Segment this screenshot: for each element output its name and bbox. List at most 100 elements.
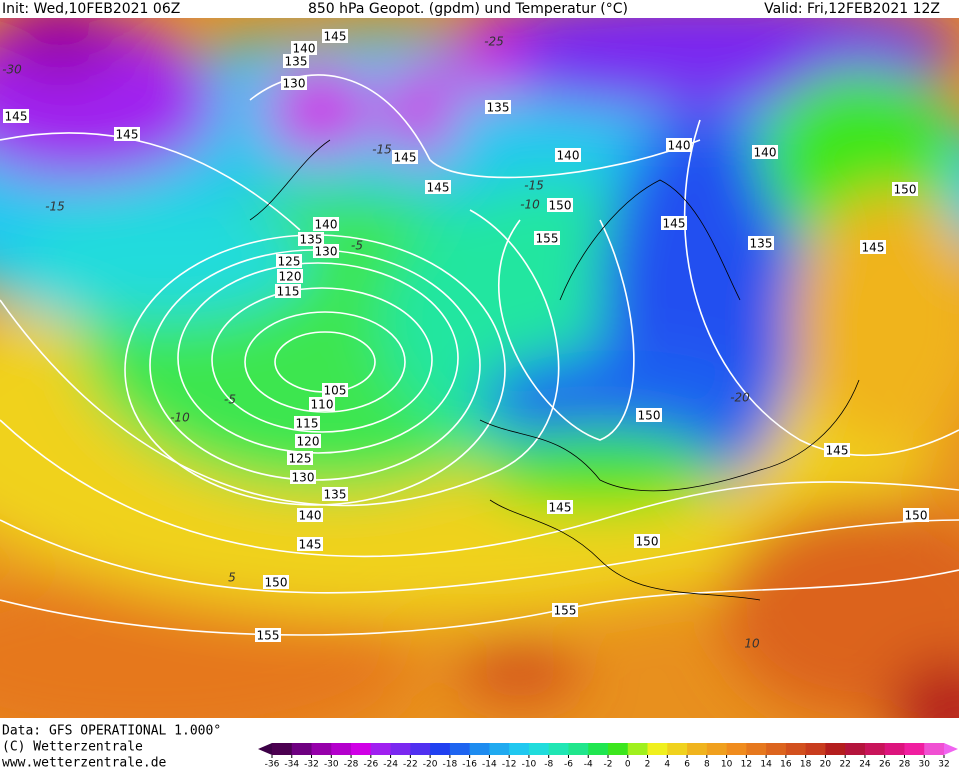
contour-label-box <box>892 182 918 196</box>
contour-label-box <box>283 54 309 68</box>
contour-label-box <box>636 408 662 422</box>
legend-label: 16 <box>780 760 792 770</box>
legend-label: 14 <box>760 760 772 770</box>
legend-label: -4 <box>584 760 593 770</box>
contour-label: 145 <box>862 241 885 255</box>
legend-label: 30 <box>919 760 931 770</box>
contour-label-box <box>322 383 348 397</box>
legend-swatch <box>351 743 372 755</box>
contour-label-box <box>322 29 348 43</box>
website: www.wetterzentrale.de <box>2 756 167 770</box>
contour-label: 145 <box>826 444 849 458</box>
contour-label-box <box>547 500 573 514</box>
contour-label: 105 <box>324 384 347 398</box>
temperature-label: 10 <box>744 637 760 651</box>
legend-label: 32 <box>938 760 949 770</box>
contour-label: 125 <box>278 255 301 269</box>
contour-label: 155 <box>257 629 280 643</box>
contour-label: 150 <box>894 183 917 197</box>
contour-label-box <box>666 138 692 152</box>
contour-label-box <box>294 416 320 430</box>
legend-label: 4 <box>664 760 670 770</box>
contour-label: 130 <box>283 77 306 91</box>
temperature-label: -5 <box>351 239 363 253</box>
legend-label: -22 <box>403 760 418 770</box>
legend-label: 0 <box>625 760 631 770</box>
legend-swatch <box>805 743 826 755</box>
legend-swatch <box>489 743 510 755</box>
legend-label: -32 <box>304 760 319 770</box>
contour-label-box <box>297 508 323 522</box>
copyright: (C) Wetterzentrale <box>2 740 143 755</box>
legend-swatch <box>291 743 313 755</box>
temperature-label: -10 <box>520 198 540 212</box>
contour-label-box <box>485 100 511 114</box>
legend-swatch <box>430 743 451 755</box>
contour-label: 130 <box>292 471 315 485</box>
contour-label-box <box>824 443 850 457</box>
legend-label: -16 <box>462 760 477 770</box>
legend-label: 10 <box>721 760 733 770</box>
map-title: 850 hPa Geopot. (gpdm) und Temperatur (°… <box>308 1 628 17</box>
legend-label: -2 <box>604 760 613 770</box>
contour-label: 140 <box>557 149 580 163</box>
contour-label: 155 <box>536 232 559 246</box>
legend-swatch <box>608 743 629 755</box>
legend-swatch <box>647 743 668 755</box>
contour-label: 120 <box>279 270 302 284</box>
init-time: Init: Wed,10FEB2021 06Z <box>2 1 180 17</box>
contour-label-box <box>291 41 317 55</box>
legend-label: 2 <box>645 760 651 770</box>
contour-label-box <box>3 109 29 123</box>
contour-label-box <box>547 198 573 212</box>
contour-label: 135 <box>750 237 773 251</box>
contour-label-box <box>277 269 303 283</box>
contour-label-box <box>297 537 323 551</box>
legend-swatch <box>588 743 609 755</box>
legend-arrow-right <box>944 743 958 755</box>
contour-label-box <box>555 148 581 162</box>
contour-label: 150 <box>265 576 288 590</box>
contour-label: 140 <box>299 509 322 523</box>
contour-label-box <box>661 216 687 230</box>
legend-label: 26 <box>879 760 891 770</box>
contour-label-box <box>634 534 660 548</box>
contour-label-box <box>903 508 929 522</box>
contour-label-box <box>748 236 774 250</box>
contour-label: 145 <box>394 151 417 165</box>
legend-swatch <box>746 743 767 755</box>
contour-label-box <box>552 603 578 617</box>
contour-label-box <box>309 397 335 411</box>
temperature-label: -30 <box>2 63 22 77</box>
contour-label: 110 <box>311 398 334 412</box>
legend-swatch <box>272 743 293 755</box>
legend-label: -8 <box>544 760 553 770</box>
legend-swatch <box>706 743 728 755</box>
contour-label: 135 <box>300 233 323 247</box>
contour-label: 145 <box>663 217 686 231</box>
contour-label-box <box>275 284 301 298</box>
legend-label: -36 <box>265 760 280 770</box>
contour-label-box <box>281 76 307 90</box>
legend-swatch <box>568 743 589 755</box>
contour-label-box <box>860 240 886 254</box>
contour-label: 130 <box>315 245 338 259</box>
contour-label-box <box>287 451 313 465</box>
contour-label-box <box>276 254 302 268</box>
legend-swatch <box>845 743 866 755</box>
contour-label: 135 <box>324 488 347 502</box>
coastlines <box>249 139 860 601</box>
temperature-label: -5 <box>224 393 236 407</box>
temperature-label: -15 <box>45 200 65 214</box>
legend-label: 22 <box>839 760 850 770</box>
contour-label: 125 <box>289 452 312 466</box>
temperature-label: -20 <box>730 391 750 405</box>
temperature-label: -15 <box>524 179 544 193</box>
contour-label-box <box>425 180 451 194</box>
contour-label-box <box>322 487 348 501</box>
contour-label: 140 <box>668 139 691 153</box>
legend-label: -30 <box>324 760 339 770</box>
contour-label: 120 <box>297 435 320 449</box>
legend-swatch <box>390 743 411 755</box>
